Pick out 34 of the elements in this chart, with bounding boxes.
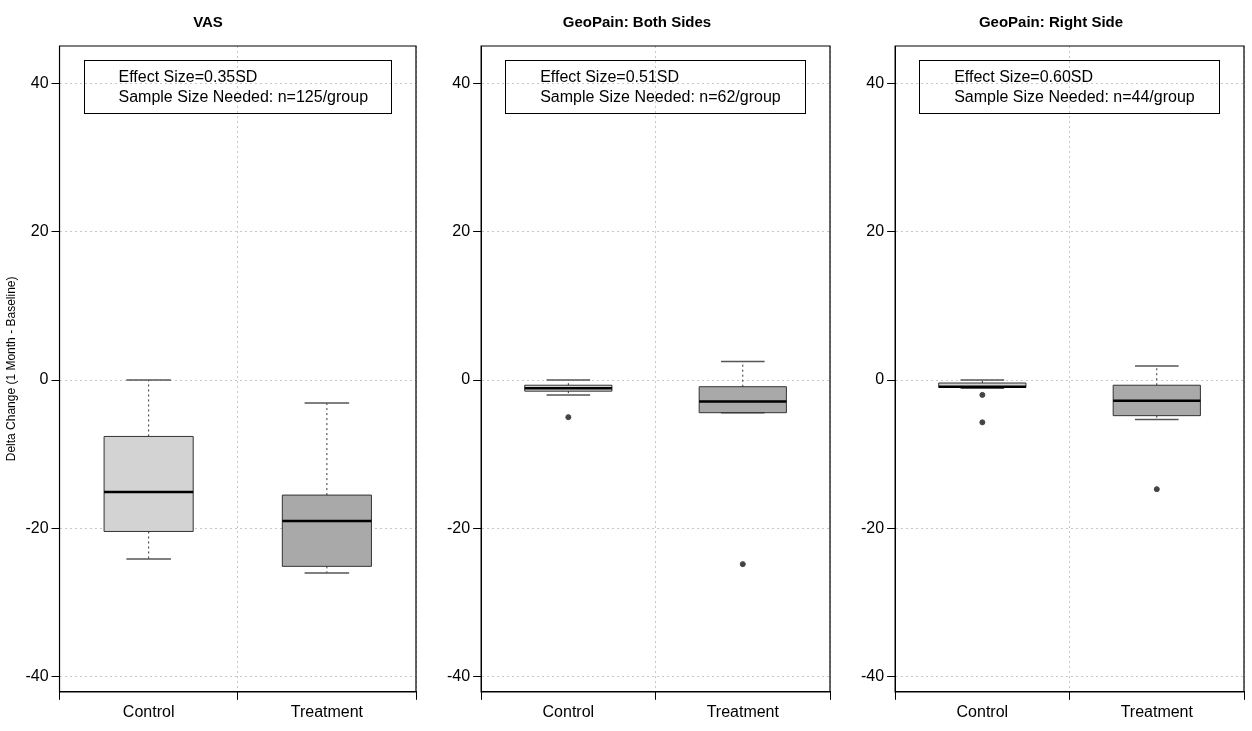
x-tick-label: Treatment	[290, 702, 364, 720]
y-tick-label: 40	[866, 73, 885, 91]
y-tick-label: 20	[866, 221, 885, 239]
y-tick-label: -40	[861, 667, 885, 685]
note-box: Effect Size=0.35SD Sample Size Needed: n=125/group	[83, 60, 392, 114]
y-tick-label: -40	[25, 667, 49, 685]
y-tick-label: 20	[452, 221, 471, 239]
y-tick-label: 0	[39, 370, 49, 388]
annotation: Effect Size=0.35SD	[118, 67, 259, 87]
x-tick-label: Treatment	[1120, 702, 1194, 720]
y-tick-label: -20	[861, 518, 885, 536]
x-tick-label: Control	[542, 702, 595, 720]
annotation: Effect Size=0.51SD	[540, 67, 681, 87]
y-tick-label: 40	[452, 73, 471, 91]
y-tick-label: 20	[30, 221, 49, 239]
note-box: Effect Size=0.60SD Sample Size Needed: n=44/group	[919, 60, 1220, 114]
y-tick-label: 0	[461, 370, 471, 388]
chart-title: VAS	[193, 13, 223, 31]
annotation: Sample Size Needed: n=62/group	[540, 87, 782, 107]
chart-title: GeoPain: Right Side	[978, 13, 1124, 31]
note-box: Effect Size=0.51SD Sample Size Needed: n=62/group	[505, 60, 806, 114]
y-tick-label: -20	[447, 518, 471, 536]
x-tick-label: Control	[122, 702, 175, 720]
y-tick-label: -20	[25, 518, 49, 536]
y-tick-label: 0	[875, 370, 885, 388]
y-axis-title: Delta Change (1 Month - Baseline)	[3, 276, 18, 462]
y-tick-label: 40	[30, 73, 49, 91]
annotation: Sample Size Needed: n=125/group	[118, 87, 370, 107]
x-tick-label: Treatment	[706, 702, 780, 720]
annotation: Effect Size=0.60SD	[954, 67, 1095, 87]
y-tick-label: -40	[447, 667, 471, 685]
annotation: Sample Size Needed: n=44/group	[954, 87, 1196, 107]
chart-title: GeoPain: Both Sides	[562, 13, 712, 31]
x-tick-label: Control	[956, 702, 1009, 720]
